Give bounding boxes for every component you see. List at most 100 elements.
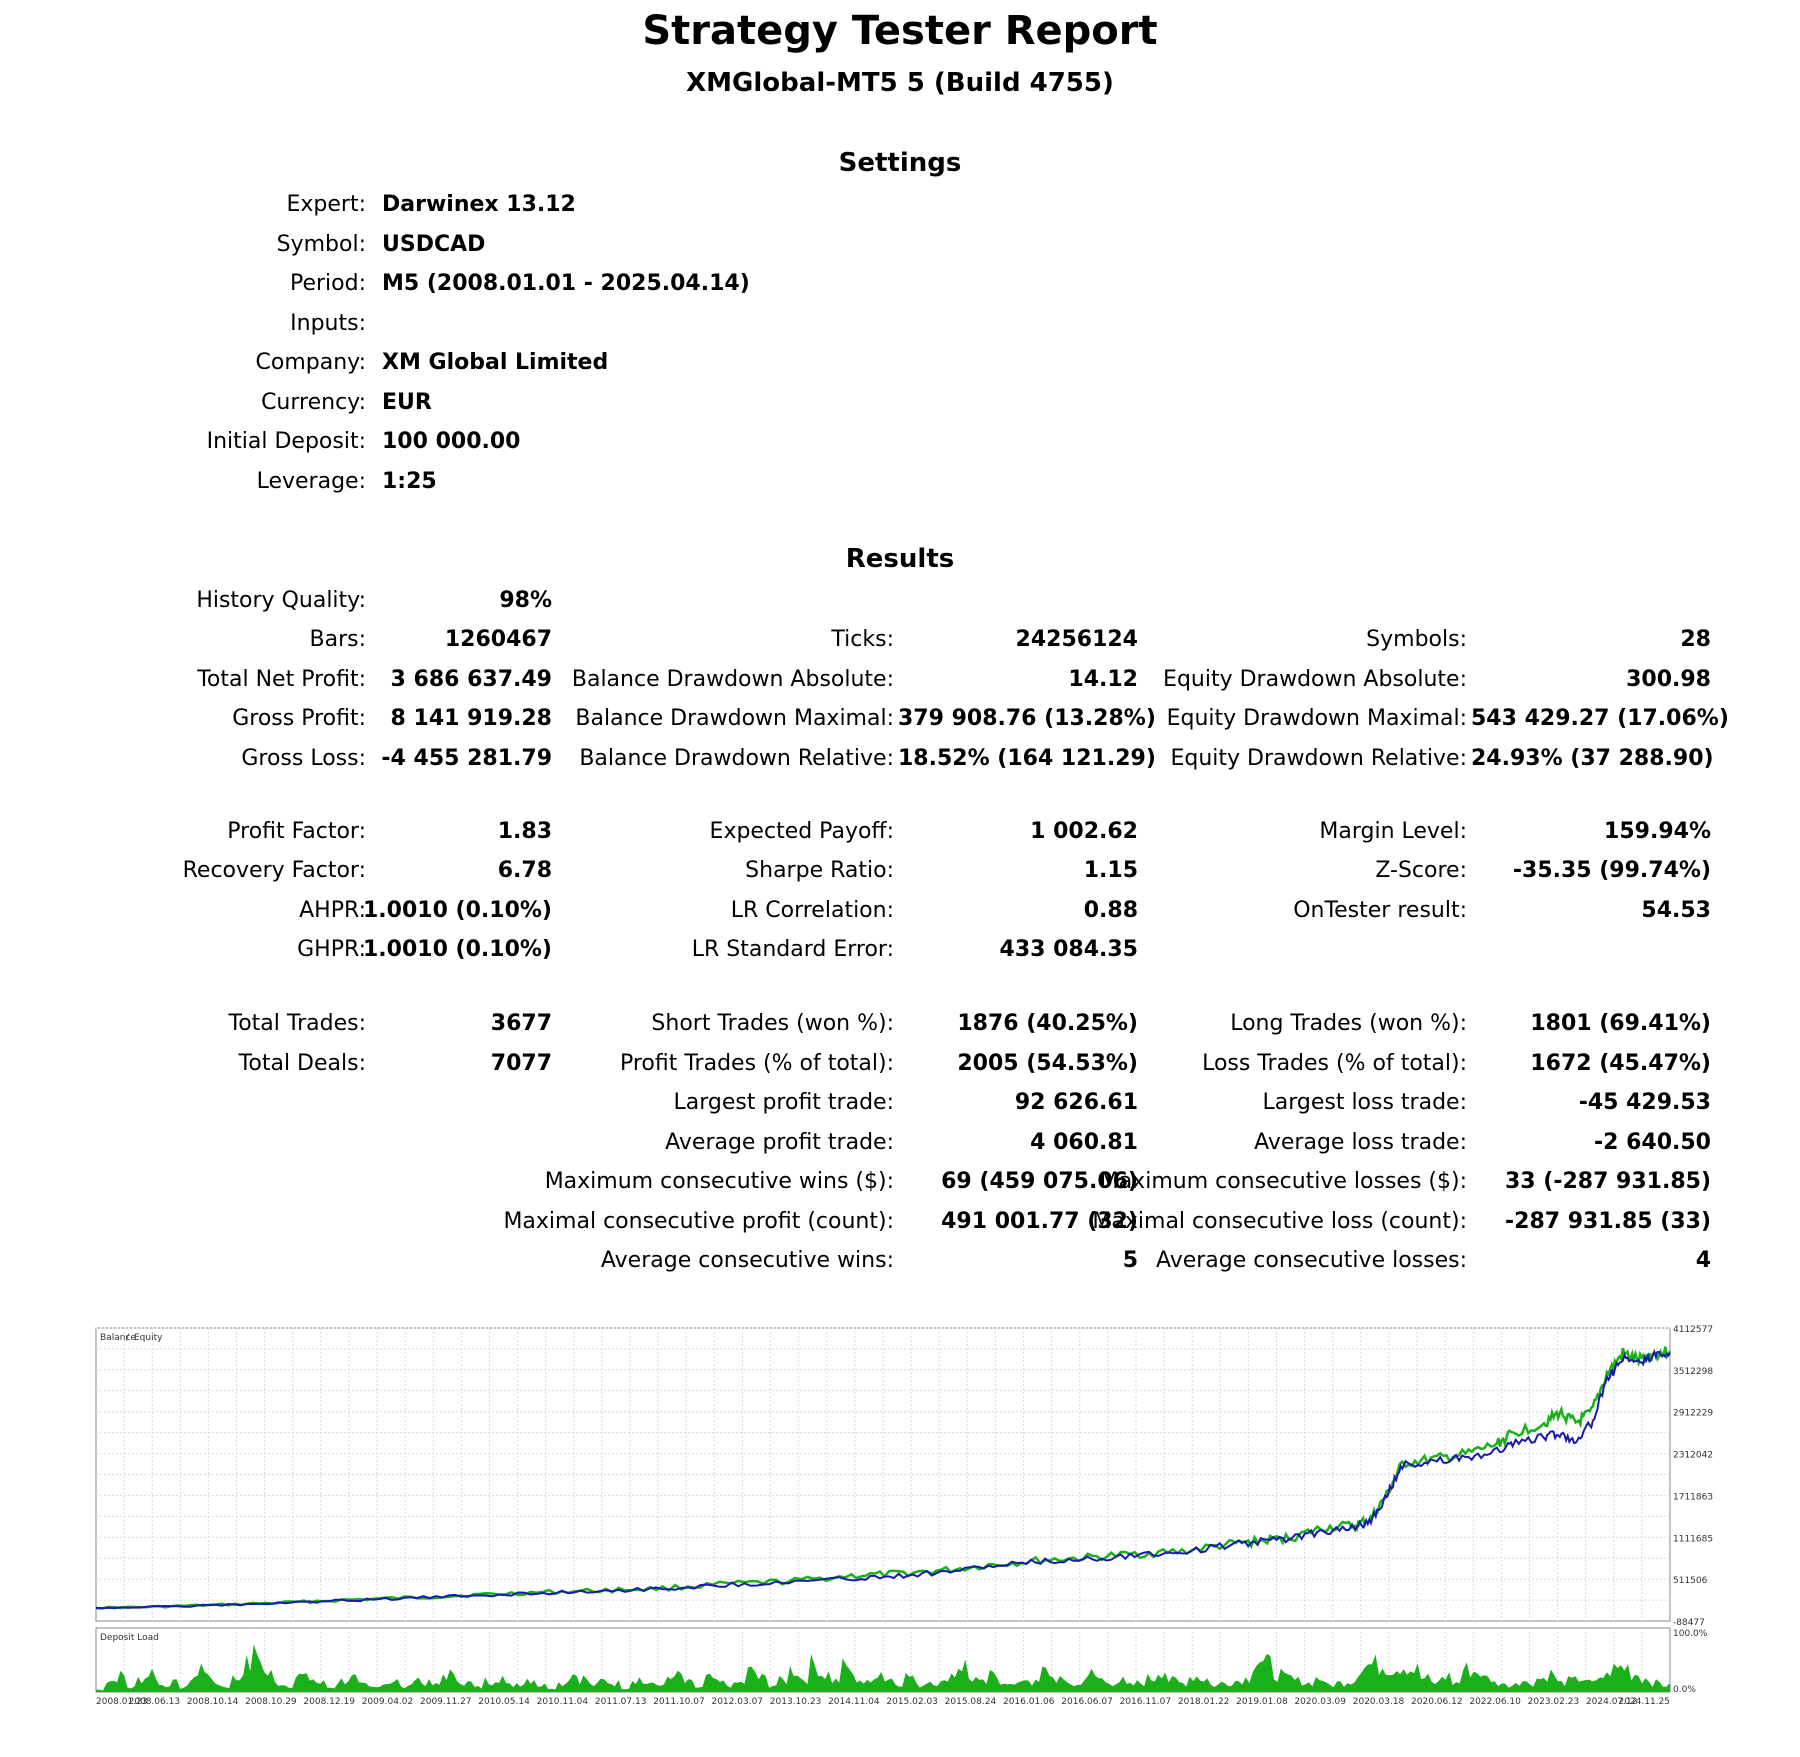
settings-label: Company: (255, 350, 366, 375)
balance-equity-chart: 4112577 3512298 2912229 2312042 1711863 11116… (95, 1325, 1713, 1707)
results-value: 1260467 (444, 627, 552, 652)
results-label: Sharpe Ratio: (745, 858, 894, 883)
y-tick-label: 511506 (1673, 1576, 1708, 1586)
results-value: -2 640.50 (1594, 1130, 1711, 1155)
settings-label: Initial Deposit: (206, 429, 366, 454)
results-value: 24256124 (1015, 627, 1138, 652)
results-value: 98% (499, 588, 552, 613)
x-tick-label: 2010.05.14 (478, 1697, 530, 1707)
x-tick-label: 2024.11.25 (1618, 1697, 1670, 1707)
results-value: 69 (459 075.06) (941, 1169, 1138, 1194)
settings-value: 100 000.00 (382, 429, 521, 454)
results-label: Average profit trade: (665, 1130, 894, 1155)
settings-value: EUR (382, 389, 432, 415)
results-label: Equity Drawdown Absolute: (1163, 667, 1467, 692)
y-tick-label: 3512298 (1673, 1367, 1713, 1377)
settings-value: 1:25 (382, 468, 437, 494)
deposit-load-area (96, 1644, 1670, 1692)
results-value: 33 (-287 931.85) (1505, 1169, 1711, 1194)
results-label: Long Trades (won %): (1230, 1011, 1467, 1036)
x-tick-label: 2016.06.07 (1061, 1697, 1113, 1707)
x-tick-label: 2008.06.13 (129, 1697, 181, 1707)
results-label: Ticks: (831, 627, 894, 652)
results-value: 14.12 (1068, 667, 1138, 692)
results-value: 1.15 (1083, 858, 1138, 883)
results-value: 1.0010 (0.10%) (363, 898, 552, 923)
x-tick-label: 2024.07.12 (1586, 1697, 1638, 1707)
results-value: -45 429.53 (1578, 1090, 1711, 1115)
results-value: 1672 (45.47%) (1530, 1051, 1711, 1076)
results-label: Gross Profit: (232, 706, 366, 731)
x-tick-label: 2020.03.18 (1353, 1697, 1405, 1707)
x-tick-label: 2022.06.10 (1469, 1697, 1521, 1707)
y-tick-label: 1711863 (1673, 1492, 1713, 1502)
x-tick-label: 2008.12.19 (303, 1697, 355, 1707)
results-label: Profit Factor: (227, 819, 366, 844)
settings-value: XM Global Limited (382, 350, 609, 375)
results-label: Total Trades: (228, 1011, 366, 1036)
results-label: Profit Trades (% of total): (619, 1051, 894, 1076)
settings-value: Darwinex 13.12 (382, 192, 576, 217)
results-value: 300.98 (1626, 667, 1711, 692)
results-value: 3 686 637.49 (390, 667, 552, 692)
x-tick-label: 2008.01.23 (96, 1697, 148, 1707)
y-tick-label: -88477 (1673, 1618, 1705, 1628)
results-value: -35.35 (99.74%) (1512, 858, 1711, 883)
results-value: 1.83 (497, 819, 552, 844)
results-value: 92 626.61 (1014, 1090, 1138, 1115)
settings-label: Currency: (261, 389, 366, 415)
results-label: Balance Drawdown Maximal: (575, 706, 894, 731)
settings-label: Expert: (286, 192, 366, 217)
x-tick-label: 2019.01.08 (1236, 1697, 1288, 1707)
results-label: Symbols: (1366, 627, 1467, 652)
results-value: 1 002.62 (1030, 819, 1138, 844)
results-value: 28 (1680, 627, 1711, 652)
results-value: 18.52% (164 121.29) (898, 746, 1156, 771)
x-tick-label: 2012.03.07 (711, 1697, 763, 1707)
legend-balance: Balance (100, 1333, 136, 1343)
x-tick-label: 2011.07.13 (595, 1697, 647, 1707)
results-value: 2005 (54.53%) (957, 1051, 1138, 1076)
results-label: Largest profit trade: (673, 1090, 894, 1115)
results-label: Equity Drawdown Relative: (1170, 746, 1467, 771)
settings-value: M5 (2008.01.01 - 2025.04.14) (382, 271, 750, 296)
results-label: Maximal consecutive profit (count): (503, 1209, 894, 1234)
y-tick-label: 1111685 (1673, 1534, 1713, 1544)
results-value: 491 001.77 (32) (941, 1209, 1138, 1234)
results-label: LR Correlation: (730, 898, 894, 923)
settings-label: Period: (289, 271, 366, 296)
settings-heading: Settings (838, 148, 962, 178)
results-label: Total Net Profit: (197, 667, 366, 692)
results-value: 24.93% (37 288.90) (1471, 746, 1714, 771)
x-tick-label: 2013.10.23 (770, 1697, 822, 1707)
results-label: History Quality: (196, 588, 366, 613)
results-heading: Results (845, 544, 955, 574)
results-label: GHPR: (297, 937, 366, 962)
results-label: Average consecutive losses: (1155, 1248, 1467, 1273)
results-value: 159.94% (1604, 819, 1711, 844)
results-value: 4 (1695, 1248, 1711, 1273)
y-tick-label: 2912229 (1673, 1409, 1713, 1419)
x-tick-label: 2015.08.24 (945, 1697, 997, 1707)
results-label: AHPR: (299, 898, 366, 923)
results-label: OnTester result: (1293, 898, 1467, 923)
x-tick-label: 2014.11.04 (828, 1697, 880, 1707)
results-label: Bars: (309, 627, 367, 652)
results-label: Balance Drawdown Relative: (579, 746, 894, 771)
results-value: 4 060.81 (1030, 1130, 1138, 1155)
load-tick-min: 0.0% (1673, 1685, 1696, 1695)
results-label: Maximum consecutive losses ($): (1099, 1169, 1467, 1194)
results-label: Z-Score: (1375, 858, 1467, 883)
legend-separator: / (126, 1333, 130, 1343)
results-label: LR Standard Error: (691, 937, 894, 962)
settings-label: Symbol: (276, 231, 366, 257)
x-tick-label: 2011.10.07 (653, 1697, 705, 1707)
results-value: 54.53 (1641, 898, 1711, 923)
y-tick-label: 4112577 (1673, 1325, 1713, 1335)
x-tick-label: 2016.01.06 (1003, 1697, 1055, 1707)
results-value: 3677 (490, 1011, 552, 1036)
results-label: Balance Drawdown Absolute: (571, 667, 894, 692)
x-tick-label: 2016.11.07 (1120, 1697, 1172, 1707)
results-value: 6.78 (497, 858, 552, 883)
